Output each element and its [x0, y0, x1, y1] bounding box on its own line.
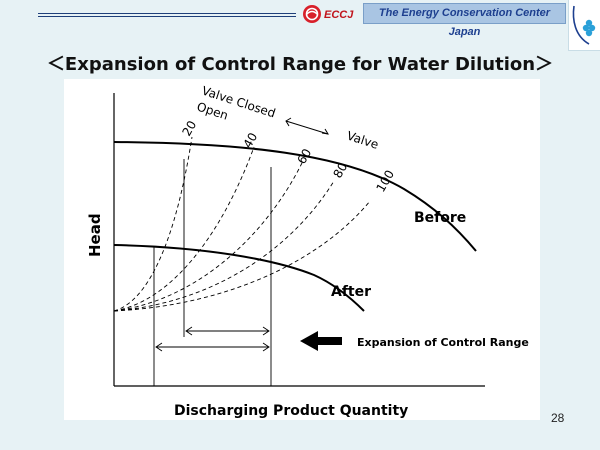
arrowhead [262, 326, 270, 336]
corner-emblem [568, 0, 600, 51]
valve-label: Valve [345, 129, 380, 152]
slide-title: ＜Expansion of Control Range for Water Di… [46, 54, 554, 75]
valve-curve-100 [113, 200, 371, 312]
header-rule [38, 13, 296, 14]
logo-text: ECCJ [324, 9, 354, 21]
organization-name: The Energy Conservation Center Japan [378, 7, 551, 38]
eccj-logo: ECCJ [303, 5, 354, 23]
x-axis-label: Discharging Product Quantity [174, 403, 408, 419]
valve-opening-label: 40 [240, 130, 260, 150]
valve-opening-label: 100 [373, 168, 397, 195]
after-curve-label: After [331, 284, 371, 300]
arrowhead [321, 128, 329, 135]
arrowhead [262, 342, 270, 352]
valve-opening-label: 80 [330, 160, 350, 180]
valve-curve-60 [113, 162, 303, 312]
before-pump-curve [113, 141, 477, 252]
valve-opening-label: 20 [179, 118, 199, 138]
expansion-arrow [300, 331, 342, 351]
arrowhead [185, 326, 193, 336]
valve-curve-40 [113, 146, 255, 312]
valve-curve-20 [113, 136, 193, 312]
expansion-label: Expansion of Control Range [357, 336, 529, 349]
arrowhead [285, 117, 292, 127]
organization-banner: The Energy Conservation Center Japan [363, 3, 566, 38]
after-pump-curve [113, 244, 365, 312]
arrowhead [155, 342, 163, 352]
pump-curve-diagram: Head Discharging Product Quantity Valve … [64, 79, 540, 420]
valve-direction-arrow [285, 120, 329, 135]
page-number: 28 [551, 411, 565, 425]
valve-opening-label: 60 [294, 146, 314, 166]
y-axis-label: Head [86, 213, 104, 257]
header-rule [38, 16, 296, 17]
clover-icon [572, 5, 596, 45]
valve-curve-80 [113, 180, 335, 312]
before-curve-label: Before [414, 210, 466, 226]
